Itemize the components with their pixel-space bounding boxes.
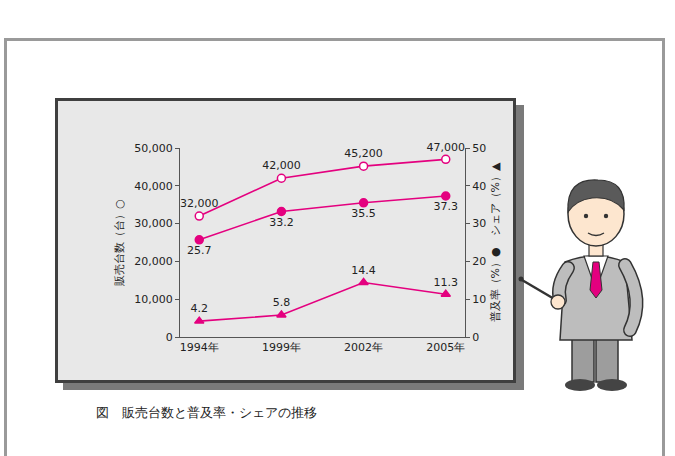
svg-text:35.5: 35.5: [351, 207, 376, 220]
svg-text:1999年: 1999年: [262, 341, 301, 354]
svg-text:50,000: 50,000: [134, 142, 173, 155]
svg-text:11.3: 11.3: [434, 276, 459, 289]
svg-text:0: 0: [166, 331, 173, 344]
svg-text:14.4: 14.4: [351, 264, 376, 277]
svg-text:20: 20: [472, 255, 486, 268]
svg-text:0: 0: [472, 331, 479, 344]
svg-text:2002年: 2002年: [344, 341, 383, 354]
svg-text:32,000: 32,000: [180, 197, 219, 210]
svg-text:10,000: 10,000: [134, 293, 173, 306]
svg-text:47,000: 47,000: [427, 141, 466, 154]
svg-text:25.7: 25.7: [187, 244, 212, 257]
html-text:図 販売台数と普及率・シェアの推移: 図 販売台数と普及率・シェアの推移: [96, 405, 317, 420]
svg-text:普及率（%）● シェア（%）▲: 普及率（%）● シェア（%）▲: [489, 162, 502, 323]
svg-text:40,000: 40,000: [134, 180, 173, 193]
svg-text:1994年: 1994年: [180, 341, 219, 354]
svg-text:30: 30: [472, 217, 486, 230]
svg-text:45,200: 45,200: [344, 147, 383, 160]
svg-text:5.8: 5.8: [273, 296, 291, 309]
svg-text:42,000: 42,000: [262, 159, 301, 172]
svg-text:10: 10: [472, 293, 486, 306]
svg-text:2005年: 2005年: [426, 341, 465, 354]
svg-text:37.3: 37.3: [434, 200, 459, 213]
svg-text:33.2: 33.2: [269, 216, 294, 229]
svg-text:4.2: 4.2: [191, 302, 209, 315]
svg-text:50: 50: [472, 142, 486, 155]
svg-text:20,000: 20,000: [134, 255, 173, 268]
svg-text:30,000: 30,000: [134, 217, 173, 230]
svg-text:販売台数（台）○: 販売台数（台）○: [113, 199, 126, 286]
svg-text:40: 40: [472, 180, 486, 193]
